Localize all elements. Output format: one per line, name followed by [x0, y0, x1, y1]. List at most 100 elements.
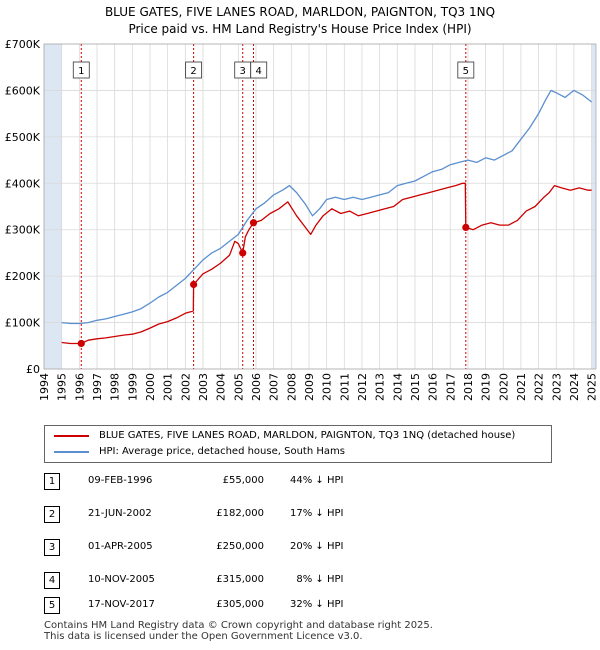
- legend-item-property: BLUE GATES, FIVE LANES ROAD, MARLDON, PA…: [45, 428, 545, 444]
- sale-marker: 1: [72, 61, 90, 79]
- y-tick-label: £0: [26, 363, 40, 376]
- transaction-number: 2: [44, 506, 60, 523]
- title-line-1: BLUE GATES, FIVE LANES ROAD, MARLDON, PA…: [104, 5, 496, 19]
- sale-point: [190, 280, 198, 289]
- y-tick-label: £600K: [5, 84, 41, 97]
- transaction-number: 1: [44, 473, 60, 490]
- footer-licence: This data is licensed under the Open Gov…: [44, 631, 363, 642]
- property-price-line: [61, 182, 592, 345]
- x-tick-label: 2017: [444, 373, 457, 401]
- y-tick-label: £200K: [5, 270, 41, 283]
- sale-marker: 2: [185, 61, 203, 79]
- sale-marker-box: [457, 61, 475, 79]
- x-tick-label: 1994: [38, 373, 51, 401]
- y-tick-label: £500K: [5, 131, 41, 144]
- transaction-price: £182,000: [216, 508, 264, 519]
- sale-marker-label: 3: [240, 66, 246, 77]
- sale-marker-label: 4: [256, 66, 262, 77]
- transaction-number: 5: [44, 597, 60, 614]
- x-tick-label: 1996: [73, 373, 86, 401]
- x-tick-label: 2023: [550, 373, 563, 401]
- y-tick-label: £300K: [5, 224, 41, 237]
- shaded-period: [44, 44, 62, 369]
- sale-point: [462, 223, 470, 231]
- transaction-price: £55,000: [222, 475, 264, 486]
- x-tick-label: 2020: [497, 373, 510, 401]
- x-tick-label: 2019: [480, 373, 493, 401]
- title-line-2: Price paid vs. HM Land Registry's House …: [128, 22, 472, 36]
- x-tick-label: 2012: [356, 373, 369, 401]
- x-tick-label: 2018: [462, 373, 475, 401]
- x-tick-label: 2021: [515, 373, 528, 401]
- transaction-row: 3 01-APR-2005 £250,000 20% ↓ HPI: [0, 538, 600, 558]
- transaction-hpi-diff: 44% ↓ HPI: [290, 475, 344, 486]
- transaction-date: 01-APR-2005: [88, 541, 153, 552]
- sale-marker-label: 5: [463, 66, 469, 77]
- x-tick-label: 1995: [56, 373, 69, 401]
- legend-swatch-hpi: [54, 451, 89, 453]
- x-tick-label: 2006: [250, 373, 263, 401]
- sale-marker: 5: [457, 61, 475, 79]
- sale-marker-box: [250, 61, 268, 79]
- sale-marker-box: [72, 61, 90, 79]
- x-tick-label: 2005: [232, 373, 245, 401]
- footer-copyright: Contains HM Land Registry data © Crown c…: [44, 620, 433, 631]
- transaction-number: 3: [44, 539, 60, 556]
- x-tick-label: 2001: [162, 373, 175, 401]
- chart-title: BLUE GATES, FIVE LANES ROAD, MARLDON, PA…: [0, 4, 600, 38]
- transaction-date: 21-JUN-2002: [88, 508, 152, 519]
- y-tick-label: £700K: [5, 38, 41, 51]
- sale-marker-label: 1: [78, 66, 84, 77]
- transaction-price: £315,000: [216, 574, 264, 585]
- legend-label-hpi: HPI: Average price, detached house, Sout…: [99, 446, 345, 457]
- sale-marker-label: 2: [190, 66, 196, 77]
- sale-point: [249, 219, 258, 227]
- sale-marker-box: [185, 61, 203, 79]
- legend-item-hpi: HPI: Average price, detached house, Sout…: [45, 444, 545, 460]
- transaction-row: 5 17-NOV-2017 £305,000 32% ↓ HPI: [0, 596, 600, 616]
- sale-marker: 3: [234, 61, 252, 79]
- x-tick-label: 1997: [91, 373, 104, 401]
- price-chart: £0 £100K £200K £300K £400K £500K £600K £700K 19…: [5, 38, 599, 401]
- transaction-price: £250,000: [216, 541, 264, 552]
- plot-frame: [43, 43, 597, 370]
- x-tick-label: 2024: [568, 373, 581, 401]
- transaction-date: 17-NOV-2017: [88, 599, 155, 610]
- x-tick-label: 2000: [144, 373, 157, 401]
- hpi-line: [61, 89, 593, 325]
- x-tick-label: 2003: [197, 373, 210, 401]
- x-tick-label: 2008: [285, 373, 298, 401]
- x-tick-label: 2004: [215, 373, 228, 401]
- x-tick-label: 2022: [533, 373, 546, 401]
- x-tick-label: 2010: [321, 373, 334, 401]
- transaction-row: 1 09-FEB-1996 £55,000 44% ↓ HPI: [0, 472, 600, 492]
- transaction-hpi-diff: 8% ↓ HPI: [290, 574, 344, 585]
- x-tick-label: 2015: [409, 373, 422, 401]
- legend-swatch-property: [54, 435, 89, 437]
- y-tick-label: £400K: [5, 177, 41, 190]
- transaction-date: 09-FEB-1996: [88, 475, 153, 486]
- x-tick-label: 2009: [303, 373, 316, 401]
- x-tick-label: 2016: [427, 373, 440, 401]
- x-tick-label: 1998: [109, 373, 122, 401]
- legend: BLUE GATES, FIVE LANES ROAD, MARLDON, PA…: [44, 425, 552, 463]
- transaction-hpi-diff: 32% ↓ HPI: [290, 599, 344, 610]
- x-tick-label: 2025: [586, 373, 599, 401]
- transaction-row: 2 21-JUN-2002 £182,000 17% ↓ HPI: [0, 505, 600, 525]
- x-tick-label: 2014: [391, 373, 404, 401]
- y-tick-label: £100K: [5, 317, 41, 330]
- legend-label-property: BLUE GATES, FIVE LANES ROAD, MARLDON, PA…: [99, 430, 516, 441]
- transaction-number: 4: [44, 572, 60, 589]
- transaction-date: 10-NOV-2005: [88, 574, 155, 585]
- x-tick-label: 2011: [338, 373, 351, 401]
- sale-point: [77, 339, 85, 348]
- transaction-price: £305,000: [216, 599, 264, 610]
- x-tick-label: 2007: [268, 373, 281, 401]
- x-tick-label: 2002: [179, 373, 192, 401]
- x-tick-label: 2013: [374, 373, 387, 401]
- transaction-hpi-diff: 17% ↓ HPI: [290, 508, 344, 519]
- shaded-period: [591, 44, 596, 369]
- footer: Contains HM Land Registry data © Crown c…: [44, 620, 433, 642]
- transaction-hpi-diff: 20% ↓ HPI: [290, 541, 344, 552]
- transaction-row: 4 10-NOV-2005 £315,000 8% ↓ HPI: [0, 571, 600, 591]
